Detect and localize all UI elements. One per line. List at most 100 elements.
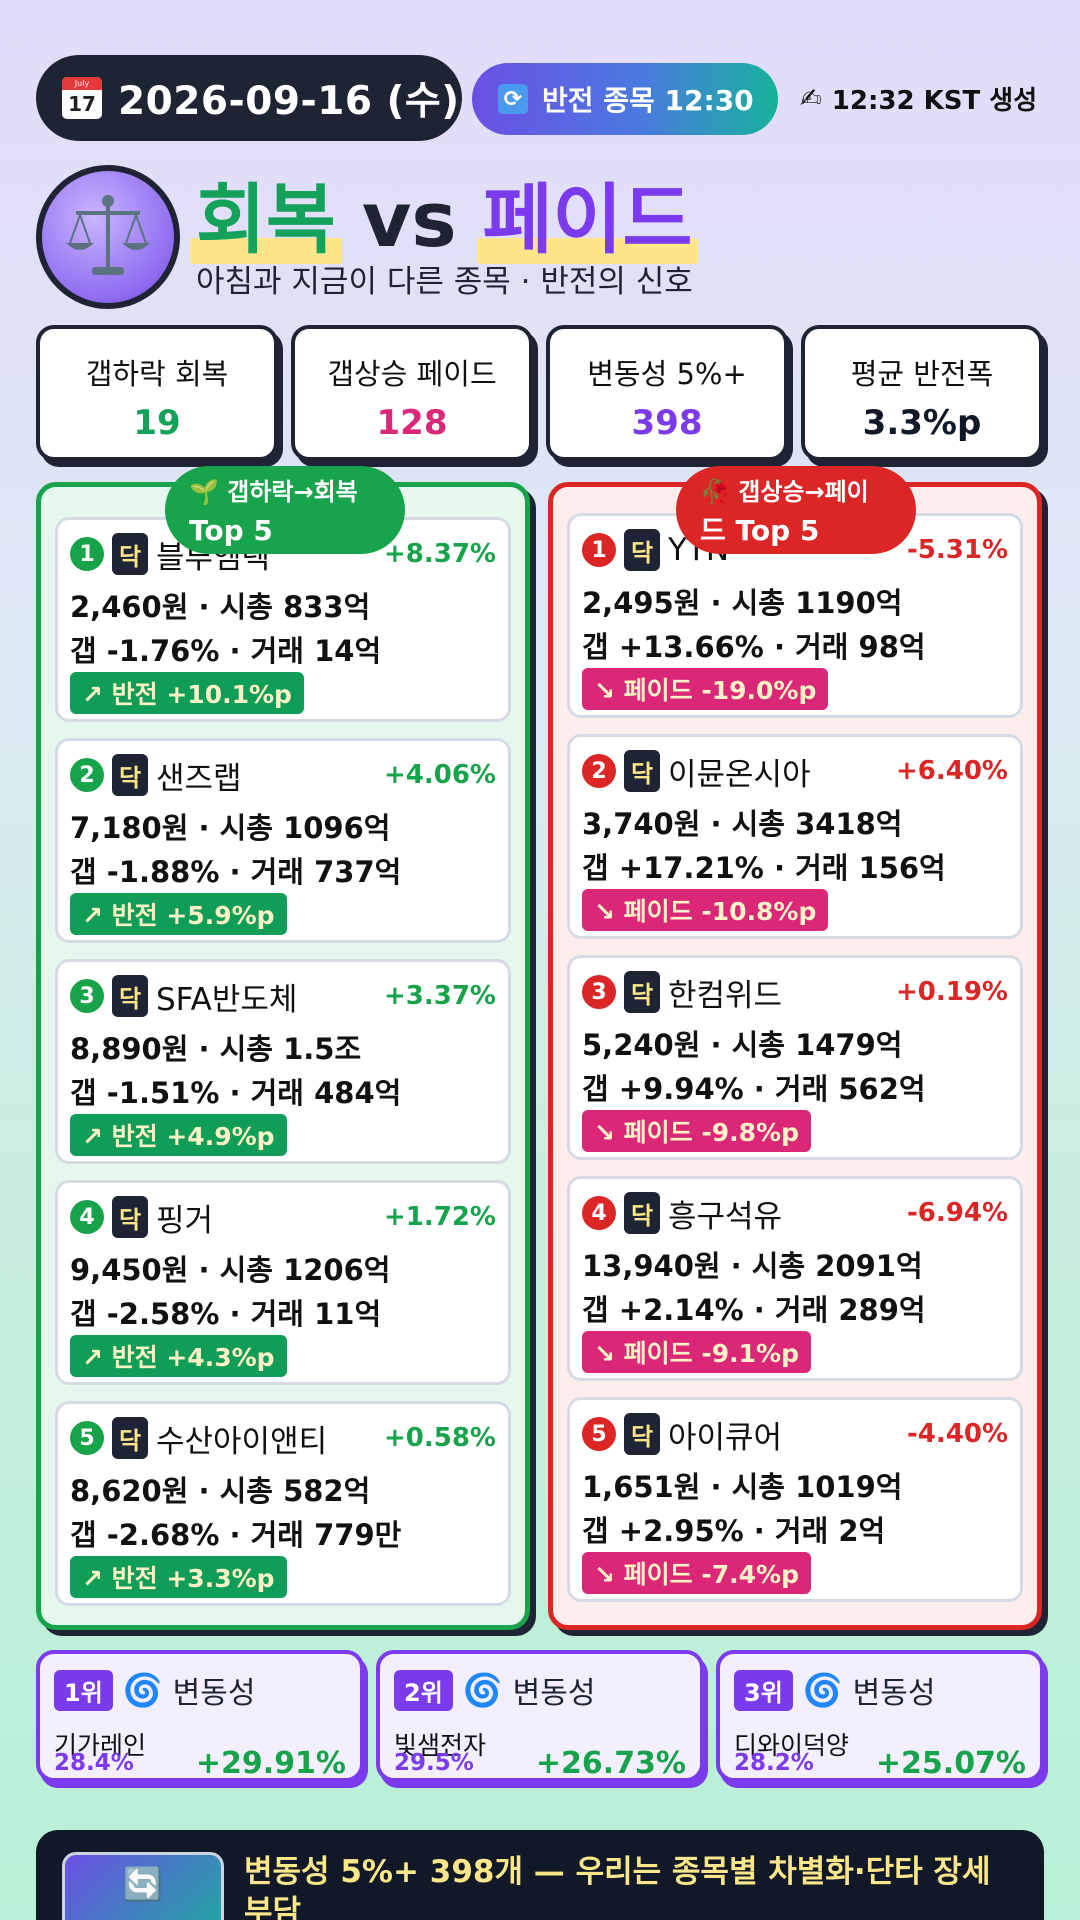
fade-badge: ↘ 페이드 -10.8%p — [582, 889, 829, 931]
recovery-card-3[interactable]: 3 닥 SFA반도체 +3.37% 8,890원 · 시총 1.5조 갭 -1.51%… — [55, 959, 511, 1164]
fade-card-4[interactable]: 4 닥 흥구석유 -6.94% 13,940원 · 시총 2091억 갭 +2.14%… — [567, 1176, 1023, 1381]
volatility-card-1[interactable]: 1위 🌀 변동성 기가레인 28.4% +29.91% — [36, 1650, 364, 1782]
volatility-stock-name: 빛샘전자 — [394, 1731, 487, 1760]
stat-card-avg-reversal: 평균 반전폭 3.3%p — [801, 325, 1043, 461]
reversal-time-pill: ⟳ 반전 종목 12:30 — [472, 63, 778, 135]
title-vs: vs — [361, 175, 457, 264]
volatility-rank: 3위 — [734, 1669, 793, 1711]
price-line: 3,740원 · 시총 3418억 — [582, 807, 903, 841]
gap-line: 갭 -2.58% · 거래 11억 — [70, 1297, 382, 1331]
reversal-badge: ↗ 반전 +5.9%p — [70, 893, 287, 935]
rank-badge: 5 — [70, 1421, 104, 1455]
volatility-label: 변동성 — [512, 1676, 596, 1711]
stat-value: 398 — [631, 403, 703, 443]
reversal-time-label: 반전 종목 12:30 — [542, 84, 754, 117]
stat-value: 3.3%p — [862, 403, 982, 443]
market-badge: 닥 — [624, 750, 660, 792]
title-fade: 페이드 — [476, 158, 699, 268]
volatility-change: +26.73% — [535, 1746, 686, 1781]
fade-badge: ↘ 페이드 -19.0%p — [582, 668, 829, 710]
date-pill: July 17 2026-09-16 (수) — [36, 55, 462, 141]
fade-badge: ↘ 페이드 -9.1%p — [582, 1331, 811, 1373]
volatility-stock-name: 디와이덕양 — [734, 1731, 850, 1760]
rank-badge: 1 — [582, 533, 616, 567]
stock-name: 흥구석유 — [668, 1198, 783, 1235]
calendar-icon: July 17 — [62, 77, 102, 119]
gap-line: 갭 +17.21% · 거래 156억 — [582, 851, 946, 885]
stock-name: 수산아이앤티 — [156, 1423, 328, 1460]
page-subtitle: 아침과 지금이 다른 종목 · 반전의 신호 — [196, 264, 693, 300]
rank-badge: 4 — [582, 1196, 616, 1230]
balance-scale-icon — [36, 165, 180, 309]
market-badge: 닥 — [112, 975, 148, 1017]
stat-label: 평균 반전폭 — [850, 357, 994, 391]
recovery-card-4[interactable]: 4 닥 핑거 +1.72% 9,450원 · 시총 1206억 갭 -2.58% · … — [55, 1180, 511, 1385]
gap-line: 갭 -2.68% · 거래 779만 — [70, 1518, 402, 1552]
rank-badge: 1 — [70, 537, 104, 571]
volatility-change: +29.91% — [195, 1746, 346, 1781]
price-line: 13,940원 · 시총 2091억 — [582, 1249, 923, 1283]
fade-label-top: 🥀 갭상승→페이 — [700, 478, 869, 506]
cyclone-icon: 🌀 — [802, 1671, 843, 1709]
gap-line: 갭 -1.76% · 거래 14억 — [70, 634, 382, 668]
stat-label: 변동성 5%+ — [587, 357, 747, 391]
stock-change: +8.37% — [384, 539, 496, 569]
fade-card-2[interactable]: 2 닥 이뮨온시아 +6.40% 3,740원 · 시총 3418억 갭 +17.21… — [567, 734, 1023, 939]
page-title: 회복 vs 페이드 — [190, 158, 699, 268]
rank-badge: 2 — [582, 754, 616, 788]
volatility-label: 변동성 — [172, 1676, 256, 1711]
market-badge: 닥 — [624, 529, 660, 571]
volatility-rank: 2위 — [394, 1669, 453, 1711]
cyclone-icon: 🌀 — [462, 1671, 503, 1709]
reversal-badge: ↗ 반전 +3.3%p — [70, 1556, 287, 1598]
stock-change: -4.40% — [907, 1419, 1008, 1449]
gap-line: 갭 +2.14% · 거래 289억 — [582, 1293, 926, 1327]
gap-line: 갭 -1.88% · 거래 737억 — [70, 855, 402, 889]
gap-line: 갭 +13.66% · 거래 98억 — [582, 630, 926, 664]
volatility-rank: 1위 — [54, 1669, 113, 1711]
price-line: 2,460원 · 시총 833억 — [70, 590, 371, 624]
volatility-card-3[interactable]: 3위 🌀 변동성 디와이덕양 28.2% +25.07% — [716, 1650, 1044, 1782]
volatility-pct: 29.5% — [394, 1750, 474, 1776]
recovery-card-5[interactable]: 5 닥 수산아이앤티 +0.58% 8,620원 · 시총 582억 갭 -2.68%… — [55, 1401, 511, 1606]
stock-change: +4.06% — [384, 760, 496, 790]
rank-badge: 3 — [582, 975, 616, 1009]
market-badge: 닥 — [112, 754, 148, 796]
volatility-card-2[interactable]: 2위 🌀 변동성 빛샘전자 29.5% +26.73% — [376, 1650, 704, 1782]
calendar-month: July — [62, 77, 102, 90]
recovery-card-2[interactable]: 2 닥 샌즈랩 +4.06% 7,180원 · 시총 1096억 갭 -1.88% ·… — [55, 738, 511, 943]
rank-badge: 5 — [582, 1417, 616, 1451]
gap-line: 갭 -1.51% · 거래 484억 — [70, 1076, 402, 1110]
gap-line: 갭 +9.94% · 거래 562억 — [582, 1072, 926, 1106]
fade-card-3[interactable]: 3 닥 한컴위드 +0.19% 5,240원 · 시총 1479억 갭 +9.94% … — [567, 955, 1023, 1160]
writing-hand-icon: ✍ — [800, 83, 822, 114]
stock-name: 아이큐어 — [668, 1419, 783, 1456]
generated-time: ✍ 12:32 KST 생성 — [800, 80, 1037, 117]
gap-line: 갭 +2.95% · 거래 2억 — [582, 1514, 886, 1548]
refresh-icon: ⟳ — [498, 84, 528, 114]
stock-change: +0.19% — [896, 977, 1008, 1007]
recovery-column: 1 닥 블루엠텍 +8.37% 2,460원 · 시총 833억 갭 -1.76% ·… — [36, 482, 530, 1630]
stock-name: SFA반도체 — [156, 981, 298, 1018]
title-recover: 회복 — [190, 158, 342, 268]
stock-name: 핑거 — [156, 1202, 214, 1239]
volatility-pct: 28.2% — [734, 1750, 814, 1776]
fade-column-label: 🥀 갭상승→페이 드 Top 5 — [676, 466, 916, 554]
stock-name: 샌즈랩 — [156, 760, 242, 797]
volatility-pct: 28.4% — [54, 1750, 134, 1776]
stat-value: 19 — [133, 403, 181, 443]
stock-change: -6.94% — [907, 1198, 1008, 1228]
generated-time-text: 12:32 KST 생성 — [831, 86, 1038, 116]
market-badge: 닥 — [112, 533, 148, 575]
cyclone-icon: 🌀 — [122, 1671, 163, 1709]
calendar-day: 17 — [68, 92, 96, 116]
recovery-label-top: 🌱 갭하락→회복 — [189, 478, 358, 506]
fade-card-5[interactable]: 5 닥 아이큐어 -4.40% 1,651원 · 시총 1019억 갭 +2.95% … — [567, 1397, 1023, 1602]
price-line: 5,240원 · 시총 1479억 — [582, 1028, 903, 1062]
stat-card-gap-down-recover: 갭하락 회복 19 — [36, 325, 278, 461]
reversal-badge: ↗ 반전 +4.3%p — [70, 1335, 287, 1377]
stock-change: +0.58% — [384, 1423, 496, 1453]
stock-change: +3.37% — [384, 981, 496, 1011]
rank-badge: 3 — [70, 979, 104, 1013]
recovery-column-label: 🌱 갭하락→회복 Top 5 — [165, 466, 405, 554]
